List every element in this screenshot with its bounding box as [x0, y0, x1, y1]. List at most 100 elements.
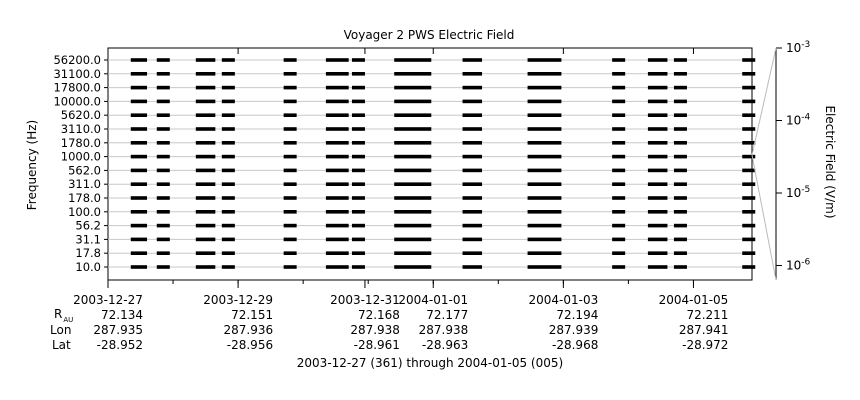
data-segment [221, 113, 235, 117]
data-segment [612, 72, 626, 76]
data-segment [221, 251, 235, 255]
data-segment [195, 141, 216, 145]
data-segment [156, 237, 170, 242]
data-segment [130, 85, 148, 90]
data-segment [325, 72, 349, 76]
data-segment [221, 141, 235, 145]
data-segment [130, 58, 148, 62]
data-segment [647, 154, 668, 159]
data-segment [462, 154, 483, 159]
x-tick-date: 2004-01-01 [398, 293, 468, 307]
y-tick-label: 5620.0 [61, 108, 101, 122]
data-segment [283, 58, 297, 62]
colorbar-label: Electric Field (V/m) [823, 105, 837, 218]
data-segment [221, 72, 235, 76]
data-segment [156, 210, 170, 214]
y-tick-label: 10.0 [75, 260, 101, 274]
data-segment [130, 251, 148, 255]
data-segment [195, 210, 216, 214]
data-segment [325, 154, 349, 159]
data-segment [612, 223, 626, 228]
data-segment [612, 168, 626, 173]
data-segment [325, 168, 349, 173]
data-segment [742, 127, 756, 131]
data-segment [742, 58, 756, 62]
data-segment [647, 168, 668, 173]
data-segment [156, 141, 170, 145]
data-segment [325, 265, 349, 269]
data-segment [351, 182, 365, 186]
data-segment [325, 113, 349, 117]
data-segment [612, 251, 626, 255]
data-segment [612, 265, 626, 269]
x-tick-lon: 287.935 [93, 323, 143, 337]
data-segment [742, 265, 756, 269]
x-tick-lon: 287.936 [223, 323, 273, 337]
data-segment [673, 168, 687, 173]
data-segment [527, 237, 562, 242]
data-segment [283, 265, 297, 269]
data-segment [462, 141, 483, 145]
data-segment [647, 237, 668, 242]
y-tick-label: 56.2 [75, 219, 101, 233]
data-segment [195, 223, 216, 228]
data-segment [742, 99, 756, 104]
data-segment [647, 85, 668, 90]
data-segment [221, 210, 235, 214]
x-tick-date: 2004-01-05 [659, 293, 729, 307]
lat-label: Lat [52, 338, 71, 352]
data-segment [156, 99, 170, 104]
data-segment [612, 85, 626, 90]
data-segment [351, 154, 365, 159]
data-segment [195, 196, 216, 200]
data-segment [130, 127, 148, 131]
colorbar: 10-3 10-4 10-5 10-6 [751, 40, 811, 281]
data-segment [612, 154, 626, 159]
data-segment [351, 168, 365, 173]
data-segment [130, 265, 148, 269]
data-segment [742, 210, 756, 214]
data-segment [325, 237, 349, 242]
data-segment [325, 251, 349, 255]
data-segment [283, 210, 297, 214]
x-tick-lat: -28.952 [97, 338, 143, 352]
data-segment [156, 182, 170, 186]
y-tick-label: 1000.0 [61, 150, 101, 164]
data-segment [130, 99, 148, 104]
data-segment [325, 99, 349, 104]
chart-title: Voyager 2 PWS Electric Field [344, 28, 515, 42]
y-tick-label: 17800.0 [53, 81, 101, 95]
data-segment [612, 99, 626, 104]
data-segment [195, 265, 216, 269]
data-segment [612, 127, 626, 131]
data-segment [351, 251, 365, 255]
data-segment [462, 168, 483, 173]
data-segment [351, 265, 365, 269]
data-segment [742, 168, 756, 173]
data-segment [195, 85, 216, 90]
data-segment [195, 168, 216, 173]
data-segment [325, 182, 349, 186]
y-tick-label: 178.0 [68, 191, 101, 205]
data-segment [351, 113, 365, 117]
data-segment [221, 168, 235, 173]
data-segment [394, 72, 432, 76]
lon-label: Lon [50, 323, 71, 337]
x-tick-lon: 287.939 [549, 323, 599, 337]
x-tick-lat: -28.963 [422, 338, 468, 352]
x-tick-lon: 287.941 [679, 323, 729, 337]
data-segment [647, 113, 668, 117]
data-segment [130, 237, 148, 242]
data-segment [527, 72, 562, 76]
data-segment [351, 223, 365, 228]
data-segment [394, 85, 432, 90]
data-segment [156, 58, 170, 62]
r-au-label: RAU [54, 307, 73, 324]
x-tick-lon: 287.938 [350, 323, 400, 337]
data-segment [673, 85, 687, 90]
data-segment [527, 182, 562, 186]
x-tick-r-au: 72.211 [686, 308, 728, 322]
data-segment [394, 265, 432, 269]
data-segment [195, 251, 216, 255]
